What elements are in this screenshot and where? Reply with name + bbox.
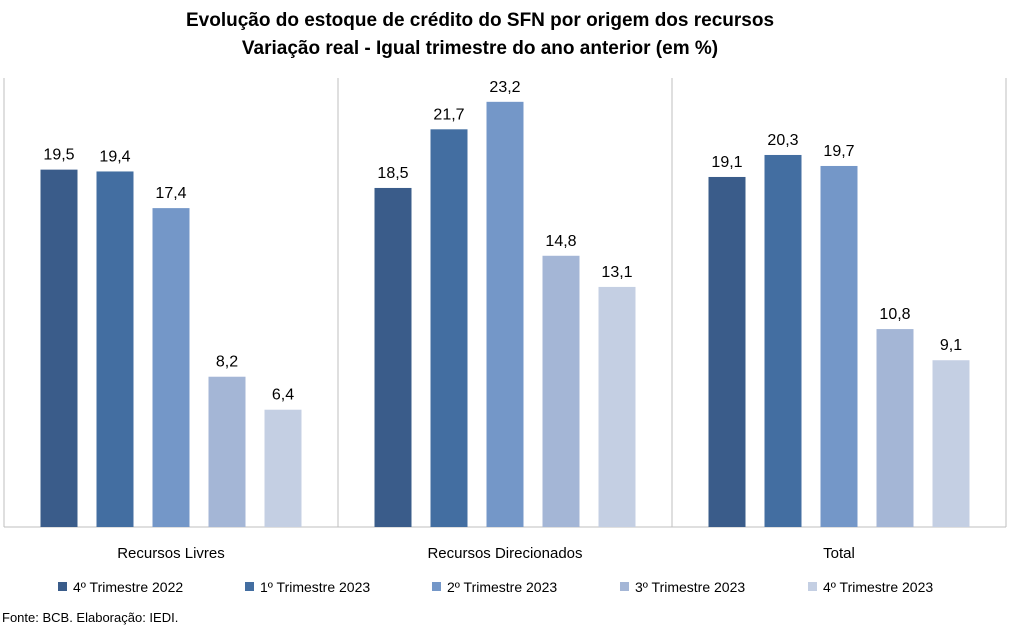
chart-title: Evolução do estoque de crédito do SFN po…	[185, 10, 775, 31]
chart-subtitle: Variação real - Igual trimestre do ano a…	[241, 38, 719, 59]
bar	[430, 129, 468, 528]
legend-swatch	[432, 582, 441, 591]
bar	[208, 376, 246, 527]
bar	[40, 169, 78, 527]
data-label: 14,8	[545, 233, 576, 250]
data-label: 8,2	[216, 354, 238, 371]
bar	[264, 409, 302, 527]
data-label: 19,5	[43, 147, 74, 164]
source-note: Fonte: BCB. Elaboração: IEDI.	[2, 610, 179, 625]
legend-swatch	[808, 582, 817, 591]
data-label: 19,7	[823, 143, 854, 160]
legend-swatch	[245, 582, 254, 591]
bar	[708, 176, 746, 528]
bar	[152, 208, 190, 528]
bar	[876, 329, 914, 527]
data-label: 13,1	[601, 264, 632, 281]
bar	[542, 255, 580, 528]
data-label: 10,8	[879, 306, 910, 323]
data-label: 19,1	[711, 154, 742, 171]
legend-label: 1º Trimestre 2023	[260, 579, 370, 595]
data-label: 20,3	[767, 132, 798, 149]
category-label: Total	[823, 545, 855, 562]
data-label: 19,4	[99, 148, 130, 165]
bar	[932, 360, 970, 527]
bar	[374, 187, 412, 528]
data-label: 9,1	[940, 337, 962, 354]
data-label: 18,5	[377, 165, 408, 182]
legend-label: 2º Trimestre 2023	[447, 579, 557, 595]
bar	[598, 286, 636, 527]
data-label: 23,2	[489, 79, 520, 96]
legend-label: 4º Trimestre 2022	[73, 579, 183, 595]
bar	[764, 154, 802, 527]
bar	[820, 165, 858, 527]
bar	[486, 101, 524, 527]
legend-swatch	[58, 582, 67, 591]
category-label: Recursos Livres	[117, 545, 225, 562]
data-label: 17,4	[155, 185, 186, 202]
legend-label: 4º Trimestre 2023	[823, 579, 933, 595]
bar	[96, 171, 134, 527]
data-label: 6,4	[272, 387, 294, 404]
legend-swatch	[620, 582, 629, 591]
legend-label: 3º Trimestre 2023	[635, 579, 745, 595]
data-label: 21,7	[433, 106, 464, 123]
category-label: Recursos Direcionados	[427, 545, 582, 562]
